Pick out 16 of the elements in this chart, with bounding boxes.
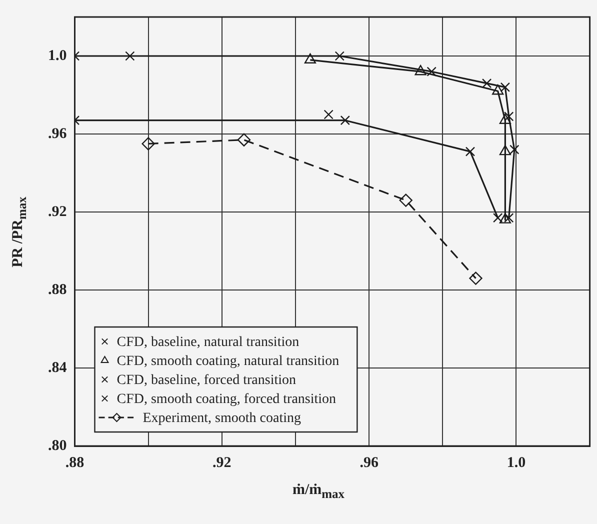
- legend-label: CFD, baseline, forced transition: [116, 373, 296, 388]
- x-tick-label: .96: [360, 454, 379, 471]
- legend-label: Experiment, smooth coating: [142, 411, 301, 426]
- y-tick-label: .80: [48, 438, 67, 454]
- legend-label: CFD, smooth coating, forced transition: [116, 392, 336, 408]
- y-tick-label: .92: [48, 204, 67, 220]
- y-tick-label: 1.0: [48, 48, 67, 64]
- x-tick-label: .88: [65, 454, 84, 471]
- x-axis-title: ṁ/ṁ$_{max}$: [291, 482, 346, 502]
- x-tick-label: 1.0: [506, 454, 526, 471]
- y-tick-label: .84: [48, 360, 68, 376]
- y-tick-label: .96: [48, 126, 68, 142]
- legend-label: CFD, baseline, natural transition: [116, 335, 300, 350]
- x-tick-label: .92: [212, 454, 232, 471]
- legend-label: CFD, smooth coating, natural transition: [116, 354, 340, 370]
- y-tick-label: .88: [48, 282, 67, 298]
